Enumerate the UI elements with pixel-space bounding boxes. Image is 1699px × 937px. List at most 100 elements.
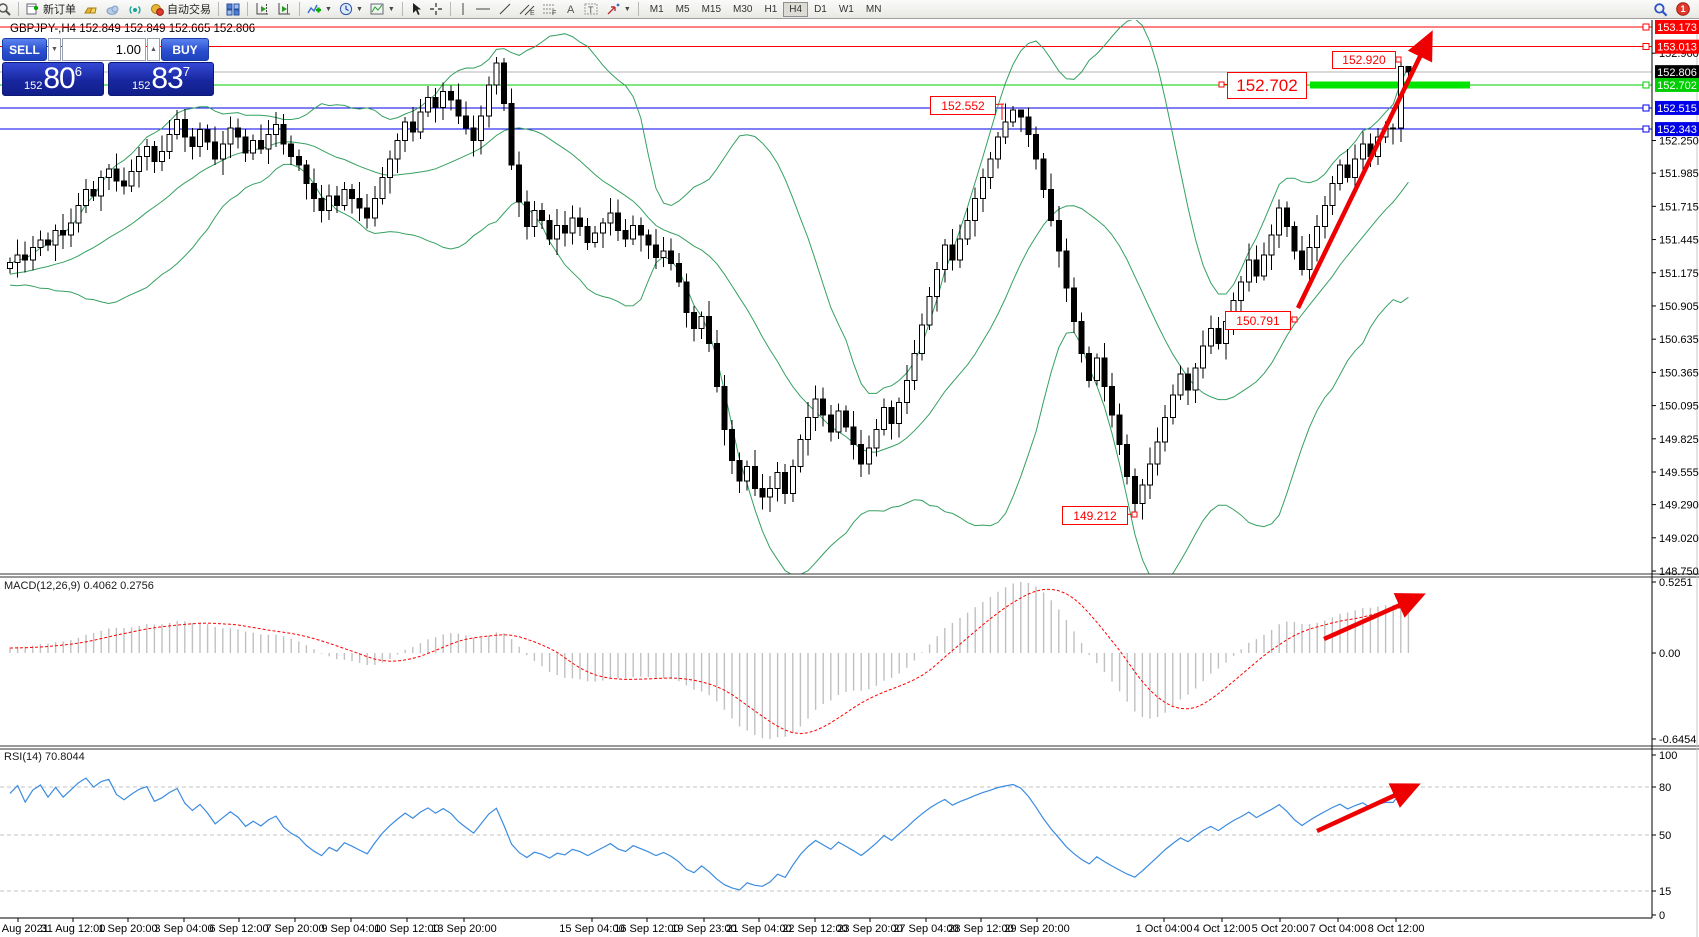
cursor-icon[interactable]: [408, 1, 424, 17]
timeframe-m5[interactable]: M5: [675, 3, 690, 15]
arrows-objects-button[interactable]: ▼: [604, 1, 633, 17]
annotations[interactable]: [993, 30, 1433, 834]
separator: [401, 2, 403, 16]
svg-text:149.290: 149.290: [1659, 500, 1699, 512]
price-callout-150.791[interactable]: 150.791: [1225, 311, 1291, 330]
svg-text:-0.6454: -0.6454: [1659, 734, 1696, 746]
trendline-icon[interactable]: [496, 1, 514, 17]
date-label: 27 Sep 04:00: [893, 923, 958, 935]
price-label-153.013: 153.013: [1657, 42, 1697, 54]
date-label: 10 Sep 12:00: [374, 923, 439, 935]
price-callout-152.552[interactable]: 152.552: [930, 96, 996, 115]
horizontal-line-icon[interactable]: [473, 1, 493, 17]
templates-icon: [370, 3, 384, 15]
new-order-button[interactable]: 新订单: [24, 1, 78, 17]
fibonacci-icon[interactable]: F: [540, 1, 560, 17]
bid-pip-digit: 6: [74, 64, 82, 79]
equidistant-channel-icon[interactable]: E: [517, 1, 537, 17]
ask-prefix: 152: [132, 80, 151, 92]
trend-arrow: [1316, 783, 1421, 834]
horizontal-lines[interactable]: [0, 23, 1652, 133]
timeframe-m30[interactable]: M30: [733, 3, 753, 15]
bollinger-bands: [9, 20, 1409, 574]
signal-icon[interactable]: [126, 1, 145, 17]
date-label: 22 Sep 12:00: [782, 923, 847, 935]
date-label: 6 Sep 12:00: [209, 923, 268, 935]
price-label-152.702: 152.702: [1657, 80, 1697, 92]
indicators-icon: [307, 4, 321, 14]
svg-text:150.095: 150.095: [1659, 401, 1699, 413]
lot-decrease-spinner[interactable]: ▼: [48, 38, 61, 61]
timeframe-h4[interactable]: H4: [783, 1, 809, 17]
templates-button[interactable]: ▼: [368, 1, 397, 17]
zoom-icon[interactable]: [0, 1, 13, 17]
tile-windows-icon[interactable]: [224, 1, 242, 17]
gold-icon[interactable]: [81, 1, 100, 17]
timeframe-m15[interactable]: M15: [701, 3, 722, 15]
text-icon[interactable]: A: [563, 1, 579, 17]
rsi-pane: [0, 777, 1652, 892]
separator: [18, 2, 19, 16]
lot-increase-spinner[interactable]: ▲: [147, 38, 160, 61]
macd-pane: [9, 582, 1410, 739]
bid-big-digits: 80: [43, 62, 75, 95]
auto-trading-label: 自动交易: [167, 4, 211, 16]
separator: [637, 2, 639, 16]
svg-text:80: 80: [1659, 782, 1671, 794]
sell-button[interactable]: SELL: [2, 38, 47, 61]
price-callout-149.212[interactable]: 149.212: [1062, 506, 1128, 525]
date-label: 8 Oct 12:00: [1368, 923, 1425, 935]
svg-text:0.5251: 0.5251: [1659, 577, 1693, 589]
timeframe-mn[interactable]: MN: [865, 3, 882, 15]
svg-text:0: 0: [1659, 910, 1665, 922]
date-label: 28 Sep 12:00: [948, 923, 1013, 935]
svg-text:150.905: 150.905: [1659, 301, 1699, 313]
date-label: 5 Oct 20:00: [1252, 923, 1309, 935]
crosshair-icon[interactable]: [427, 1, 445, 17]
search-icon[interactable]: [1651, 1, 1670, 17]
auto-scroll-icon[interactable]: [275, 1, 294, 17]
clock-icon: [339, 2, 353, 16]
separator: [247, 2, 248, 16]
arrow-object-icon: [607, 3, 620, 15]
timeframe-w1[interactable]: W1: [838, 3, 854, 15]
date-label: 21 Sep 04:00: [726, 923, 791, 935]
auto-trading-button[interactable]: 自动交易: [148, 1, 213, 17]
vertical-line-icon[interactable]: [456, 1, 470, 17]
notification-badge[interactable]: 1: [1673, 1, 1693, 17]
timeframe-h1[interactable]: H1: [764, 3, 778, 15]
date-label: 3 Sep 04:00: [154, 923, 213, 935]
timeframe-d1[interactable]: D1: [814, 3, 827, 15]
lot-size-input[interactable]: [62, 38, 146, 61]
cloud-icon[interactable]: [103, 1, 123, 17]
bid-price-display[interactable]: 152 80 6: [2, 62, 104, 96]
chart-shift-icon[interactable]: [253, 1, 272, 17]
new-order-icon: [26, 3, 38, 15]
indicators-button[interactable]: ▼: [305, 1, 334, 17]
svg-text:151.985: 151.985: [1659, 168, 1699, 180]
svg-text:50: 50: [1659, 830, 1671, 842]
date-label: 19 Sep 23:00: [671, 923, 736, 935]
price-callout-152.702[interactable]: 152.702: [1227, 72, 1307, 99]
svg-text:150.635: 150.635: [1659, 334, 1699, 346]
date-label: 1 Sep 20:00: [98, 923, 157, 935]
svg-text:149.555: 149.555: [1659, 467, 1699, 479]
ask-price-display[interactable]: 152 83 7: [108, 62, 214, 96]
price-label-152.343: 152.343: [1657, 124, 1697, 136]
buy-button[interactable]: BUY: [161, 38, 209, 61]
date-label: 29 Sep 20:00: [1004, 923, 1069, 935]
price-callout-152.920[interactable]: 152.920: [1332, 51, 1396, 69]
text-label-icon[interactable]: T: [582, 1, 601, 17]
svg-text:151.715: 151.715: [1659, 201, 1699, 213]
svg-text:15: 15: [1659, 886, 1671, 898]
date-label: 1 Oct 04:00: [1136, 923, 1193, 935]
svg-text:A: A: [567, 4, 575, 16]
periods-button[interactable]: ▼: [337, 1, 365, 17]
separator: [218, 2, 219, 16]
timeframe-m1[interactable]: M1: [649, 3, 664, 15]
chart-title: GBPJPY-,H4 152.849 152.849 152.665 152.8…: [10, 23, 255, 35]
trend-arrow: [1323, 593, 1426, 642]
toolbar: 新订单 自动交易 ▼ ▼ ▼: [0, 0, 1699, 19]
